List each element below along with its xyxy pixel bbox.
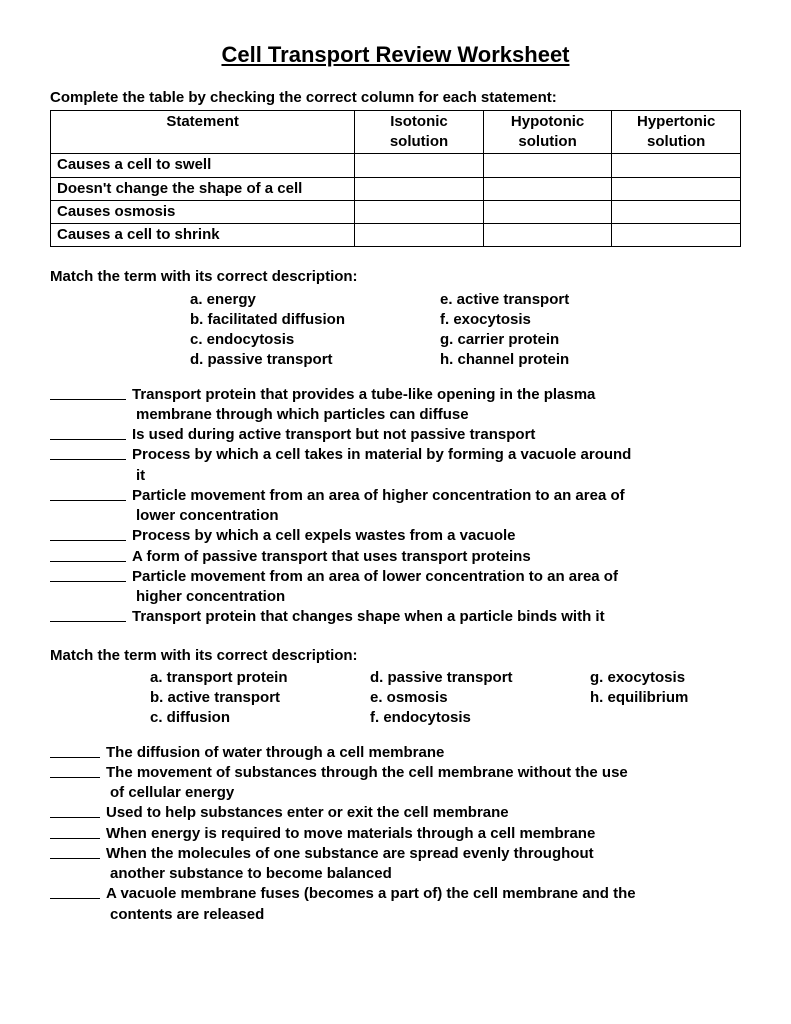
term-e: e. osmosis xyxy=(370,688,590,708)
answer-blank[interactable] xyxy=(50,803,100,818)
term-c: c. diffusion xyxy=(150,708,370,728)
match2-instruction: Match the term with its correct descript… xyxy=(50,646,741,666)
cell-check[interactable] xyxy=(612,177,741,200)
cell-check[interactable] xyxy=(612,154,741,177)
answer-blank[interactable] xyxy=(50,547,126,562)
answer-blank[interactable] xyxy=(50,385,126,400)
question-text: Is used during active transport but not … xyxy=(132,425,741,445)
term-d: d. passive transport xyxy=(370,668,590,688)
answer-blank[interactable] xyxy=(50,844,100,859)
cell-check[interactable] xyxy=(612,200,741,223)
term-h: h. channel protein xyxy=(440,350,569,370)
question-text: A vacuole membrane fuses (becomes a part… xyxy=(106,884,741,904)
question-text: When the molecules of one substance are … xyxy=(106,844,741,864)
table-row: Causes osmosis xyxy=(51,200,741,223)
cell-check[interactable] xyxy=(355,177,484,200)
match1-terms: a. energye. active transport b. facilita… xyxy=(190,290,741,371)
question-text: it xyxy=(136,466,741,486)
question-text: another substance to become balanced xyxy=(110,864,741,884)
term-f: f. endocytosis xyxy=(370,708,590,728)
cell-check[interactable] xyxy=(612,224,741,247)
term-c: c. endocytosis xyxy=(190,330,440,350)
table-instruction: Complete the table by checking the corre… xyxy=(50,88,741,108)
question-text: The movement of substances through the c… xyxy=(106,763,741,783)
question-text: When energy is required to move material… xyxy=(106,824,741,844)
answer-blank[interactable] xyxy=(50,743,100,758)
match2-questions: The diffusion of water through a cell me… xyxy=(50,743,741,925)
term-g: g. carrier protein xyxy=(440,330,559,350)
answer-blank[interactable] xyxy=(50,486,126,501)
question-text: of cellular energy xyxy=(110,783,741,803)
question-text: Particle movement from an area of lower … xyxy=(132,567,741,587)
cell-statement: Doesn't change the shape of a cell xyxy=(51,177,355,200)
answer-blank[interactable] xyxy=(50,425,126,440)
question-text: Process by which a cell expels wastes fr… xyxy=(132,526,741,546)
answer-blank[interactable] xyxy=(50,567,126,582)
term-h: h. equilibrium xyxy=(590,688,688,708)
answer-blank[interactable] xyxy=(50,445,126,460)
question-text: The diffusion of water through a cell me… xyxy=(106,743,741,763)
th-hypotonic: Hypotonic solution xyxy=(483,110,612,154)
answer-blank[interactable] xyxy=(50,607,126,622)
cell-statement: Causes osmosis xyxy=(51,200,355,223)
th-hypertonic: Hypertonic solution xyxy=(612,110,741,154)
cell-check[interactable] xyxy=(483,224,612,247)
th-isotonic: Isotonic solution xyxy=(355,110,484,154)
worksheet-title: Cell Transport Review Worksheet xyxy=(50,40,741,70)
table-row: Causes a cell to swell xyxy=(51,154,741,177)
solution-table: Statement Isotonic solution Hypotonic so… xyxy=(50,110,741,248)
match2-terms: a. transport proteind. passive transport… xyxy=(150,668,741,729)
answer-blank[interactable] xyxy=(50,526,126,541)
cell-check[interactable] xyxy=(355,200,484,223)
table-row: Causes a cell to shrink xyxy=(51,224,741,247)
question-text: contents are released xyxy=(110,905,741,925)
answer-blank[interactable] xyxy=(50,884,100,899)
cell-check[interactable] xyxy=(355,224,484,247)
cell-statement: Causes a cell to shrink xyxy=(51,224,355,247)
question-text: lower concentration xyxy=(136,506,741,526)
question-text: Particle movement from an area of higher… xyxy=(132,486,741,506)
question-text: Transport protein that changes shape whe… xyxy=(132,607,741,627)
table-row: Doesn't change the shape of a cell xyxy=(51,177,741,200)
cell-statement: Causes a cell to swell xyxy=(51,154,355,177)
question-text: higher concentration xyxy=(136,587,741,607)
term-b: b. active transport xyxy=(150,688,370,708)
term-b: b. facilitated diffusion xyxy=(190,310,440,330)
term-g: g. exocytosis xyxy=(590,668,685,688)
question-text: Process by which a cell takes in materia… xyxy=(132,445,741,465)
term-d: d. passive transport xyxy=(190,350,440,370)
cell-check[interactable] xyxy=(483,154,612,177)
term-e: e. active transport xyxy=(440,290,569,310)
match1-instruction: Match the term with its correct descript… xyxy=(50,267,741,287)
match1-questions: Transport protein that provides a tube-l… xyxy=(50,385,741,628)
question-text: Used to help substances enter or exit th… xyxy=(106,803,741,823)
question-text: A form of passive transport that uses tr… xyxy=(132,547,741,567)
term-f: f. exocytosis xyxy=(440,310,531,330)
cell-check[interactable] xyxy=(355,154,484,177)
cell-check[interactable] xyxy=(483,200,612,223)
answer-blank[interactable] xyxy=(50,824,100,839)
question-text: membrane through which particles can dif… xyxy=(136,405,741,425)
term-a: a. energy xyxy=(190,290,440,310)
question-text: Transport protein that provides a tube-l… xyxy=(132,385,741,405)
th-statement: Statement xyxy=(51,110,355,154)
term-a: a. transport protein xyxy=(150,668,370,688)
answer-blank[interactable] xyxy=(50,763,100,778)
cell-check[interactable] xyxy=(483,177,612,200)
